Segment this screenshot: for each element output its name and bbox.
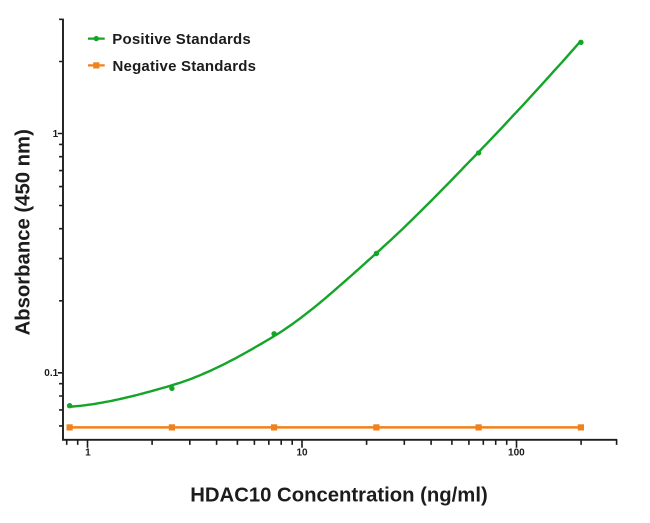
svg-text:0.1: 0.1 <box>44 368 58 379</box>
svg-text:10: 10 <box>296 448 308 459</box>
svg-text:Positive Standards: Positive Standards <box>112 31 251 48</box>
svg-text:1: 1 <box>53 129 59 140</box>
svg-text:Absorbance (450 nm): Absorbance (450 nm) <box>13 129 35 335</box>
svg-text:1: 1 <box>85 448 91 459</box>
svg-text:100: 100 <box>508 448 525 459</box>
svg-text:HDAC10 Concentration (ng/ml): HDAC10 Concentration (ng/ml) <box>190 484 487 506</box>
svg-text:Negative Standards: Negative Standards <box>113 58 257 75</box>
